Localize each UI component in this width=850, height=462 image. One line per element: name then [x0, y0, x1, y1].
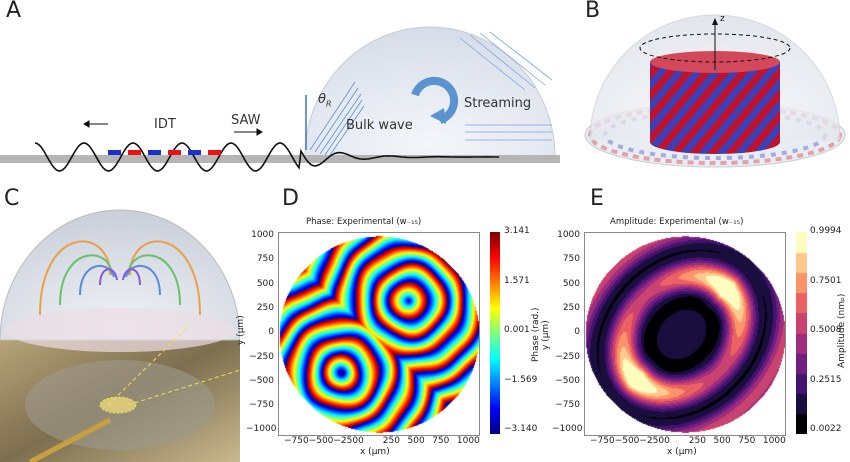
y-tick-label: 250 — [562, 302, 580, 313]
colorbar-tick-label: −1.569 — [504, 374, 538, 385]
phase-y-label: y (μm) — [236, 315, 246, 345]
droplet-dome — [0, 209, 240, 341]
x-tick-label: 1000 — [762, 436, 786, 446]
striped-cylinder — [650, 62, 780, 142]
phase-plot-area — [278, 232, 480, 436]
amplitude-chart-title: Amplitude: Experimental (w₋₁₅) — [610, 217, 744, 227]
colorbar-tick-label: −3.140 — [504, 424, 538, 434]
y-tick-label: −1000 — [552, 424, 583, 435]
colorbar-tick-label: 0.9994 — [810, 226, 842, 236]
streamlines — [39, 240, 201, 316]
direction-arrows — [83, 120, 263, 136]
x-tick-label: 500 — [407, 436, 425, 446]
y-tick-label: −250 — [555, 351, 580, 362]
x-tick-label: −750 — [284, 436, 309, 446]
y-tick-label: −1000 — [246, 424, 277, 435]
x-tick-label: −250 — [333, 436, 359, 446]
panel-label-b: B — [585, 0, 601, 23]
x-tick-label: 0 — [358, 436, 364, 446]
colorbar-tick-label: 0.001 — [504, 325, 530, 335]
panel-label-a: A — [6, 0, 22, 23]
amplitude-colorbar-label: Amplitude (nmₚ) — [837, 293, 847, 368]
panel-label-c: C — [4, 186, 20, 211]
phase-colorbar-label: Phase (rad.) — [531, 307, 541, 362]
x-tick-label: −250 — [639, 436, 665, 446]
colorbar-tick-label: 0.7501 — [810, 275, 842, 286]
amplitude-x-label: x (μm) — [667, 447, 697, 457]
substrate — [0, 155, 560, 163]
theta-symbol: θ — [318, 92, 326, 107]
y-tick-label: 750 — [562, 254, 580, 265]
panel-label-e: E — [590, 186, 604, 211]
y-tick-label: −500 — [555, 375, 580, 386]
panel-c-device-render — [0, 209, 240, 462]
y-tick-label: 500 — [562, 278, 580, 289]
phase-colorbar — [490, 232, 500, 434]
colorbar-tick-label: 3.141 — [504, 226, 530, 236]
saw-wave — [34, 142, 499, 172]
panel-a-saw-diagram — [0, 26, 560, 172]
amplitude-colorbar — [796, 232, 807, 434]
amplitude-heatmap — [585, 233, 785, 435]
y-tick-label: 0 — [268, 327, 274, 338]
droplet-dome — [304, 26, 556, 158]
phase-heatmap — [279, 233, 479, 435]
bulk-wave-label: Bulk wave — [346, 118, 413, 133]
x-tick-label: −750 — [590, 436, 615, 446]
colorbar-tick-label: 0.0022 — [810, 424, 842, 434]
panel-label-d: D — [282, 186, 299, 211]
y-tick-label: 1000 — [251, 230, 274, 240]
colorbar-tick-label: 0.5008 — [810, 325, 842, 335]
x-tick-label: 250 — [688, 436, 706, 446]
y-tick-label: −500 — [249, 375, 274, 386]
phase-chart-title: Phase: Experimental (w₋₁₅) — [306, 217, 422, 227]
idt-electrodes — [108, 150, 221, 155]
x-tick-label: −500 — [308, 436, 334, 446]
y-tick-label: −250 — [249, 351, 274, 362]
amplitude-plot-area — [584, 232, 786, 436]
x-tick-label: 500 — [713, 436, 731, 446]
colorbar-tick-label: 1.571 — [504, 275, 530, 286]
y-tick-label: 750 — [256, 254, 274, 265]
x-tick-label: 250 — [382, 436, 400, 446]
y-tick-label: 500 — [256, 278, 274, 289]
phase-colorbar-extra-label: y (μm) — [541, 320, 551, 350]
y-tick-label: −750 — [249, 400, 274, 411]
x-tick-label: 0 — [664, 436, 670, 446]
x-tick-label: 750 — [738, 436, 756, 446]
y-tick-label: 1000 — [557, 230, 580, 240]
z-axis-label: z — [720, 14, 725, 24]
theta-subscript: R — [325, 99, 332, 109]
colorbar-tick-label: 0.2515 — [810, 374, 842, 385]
idt-label: IDT — [154, 117, 176, 132]
panel-b-3d-render — [584, 14, 846, 168]
x-tick-label: −500 — [614, 436, 640, 446]
y-tick-label: 250 — [256, 302, 274, 313]
y-tick-label: 0 — [574, 327, 580, 338]
x-tick-label: 750 — [432, 436, 450, 446]
streaming-vortex-arrow — [411, 76, 459, 124]
saw-label: SAW — [231, 113, 261, 128]
x-tick-label: 1000 — [456, 436, 480, 446]
bulk-wave-rays — [309, 81, 365, 156]
phase-x-label: x (μm) — [360, 447, 390, 457]
y-tick-label: −750 — [555, 400, 580, 411]
streaming-arrows — [459, 31, 553, 141]
theta-label: θR — [318, 92, 332, 109]
streaming-label: Streaming — [464, 96, 532, 111]
